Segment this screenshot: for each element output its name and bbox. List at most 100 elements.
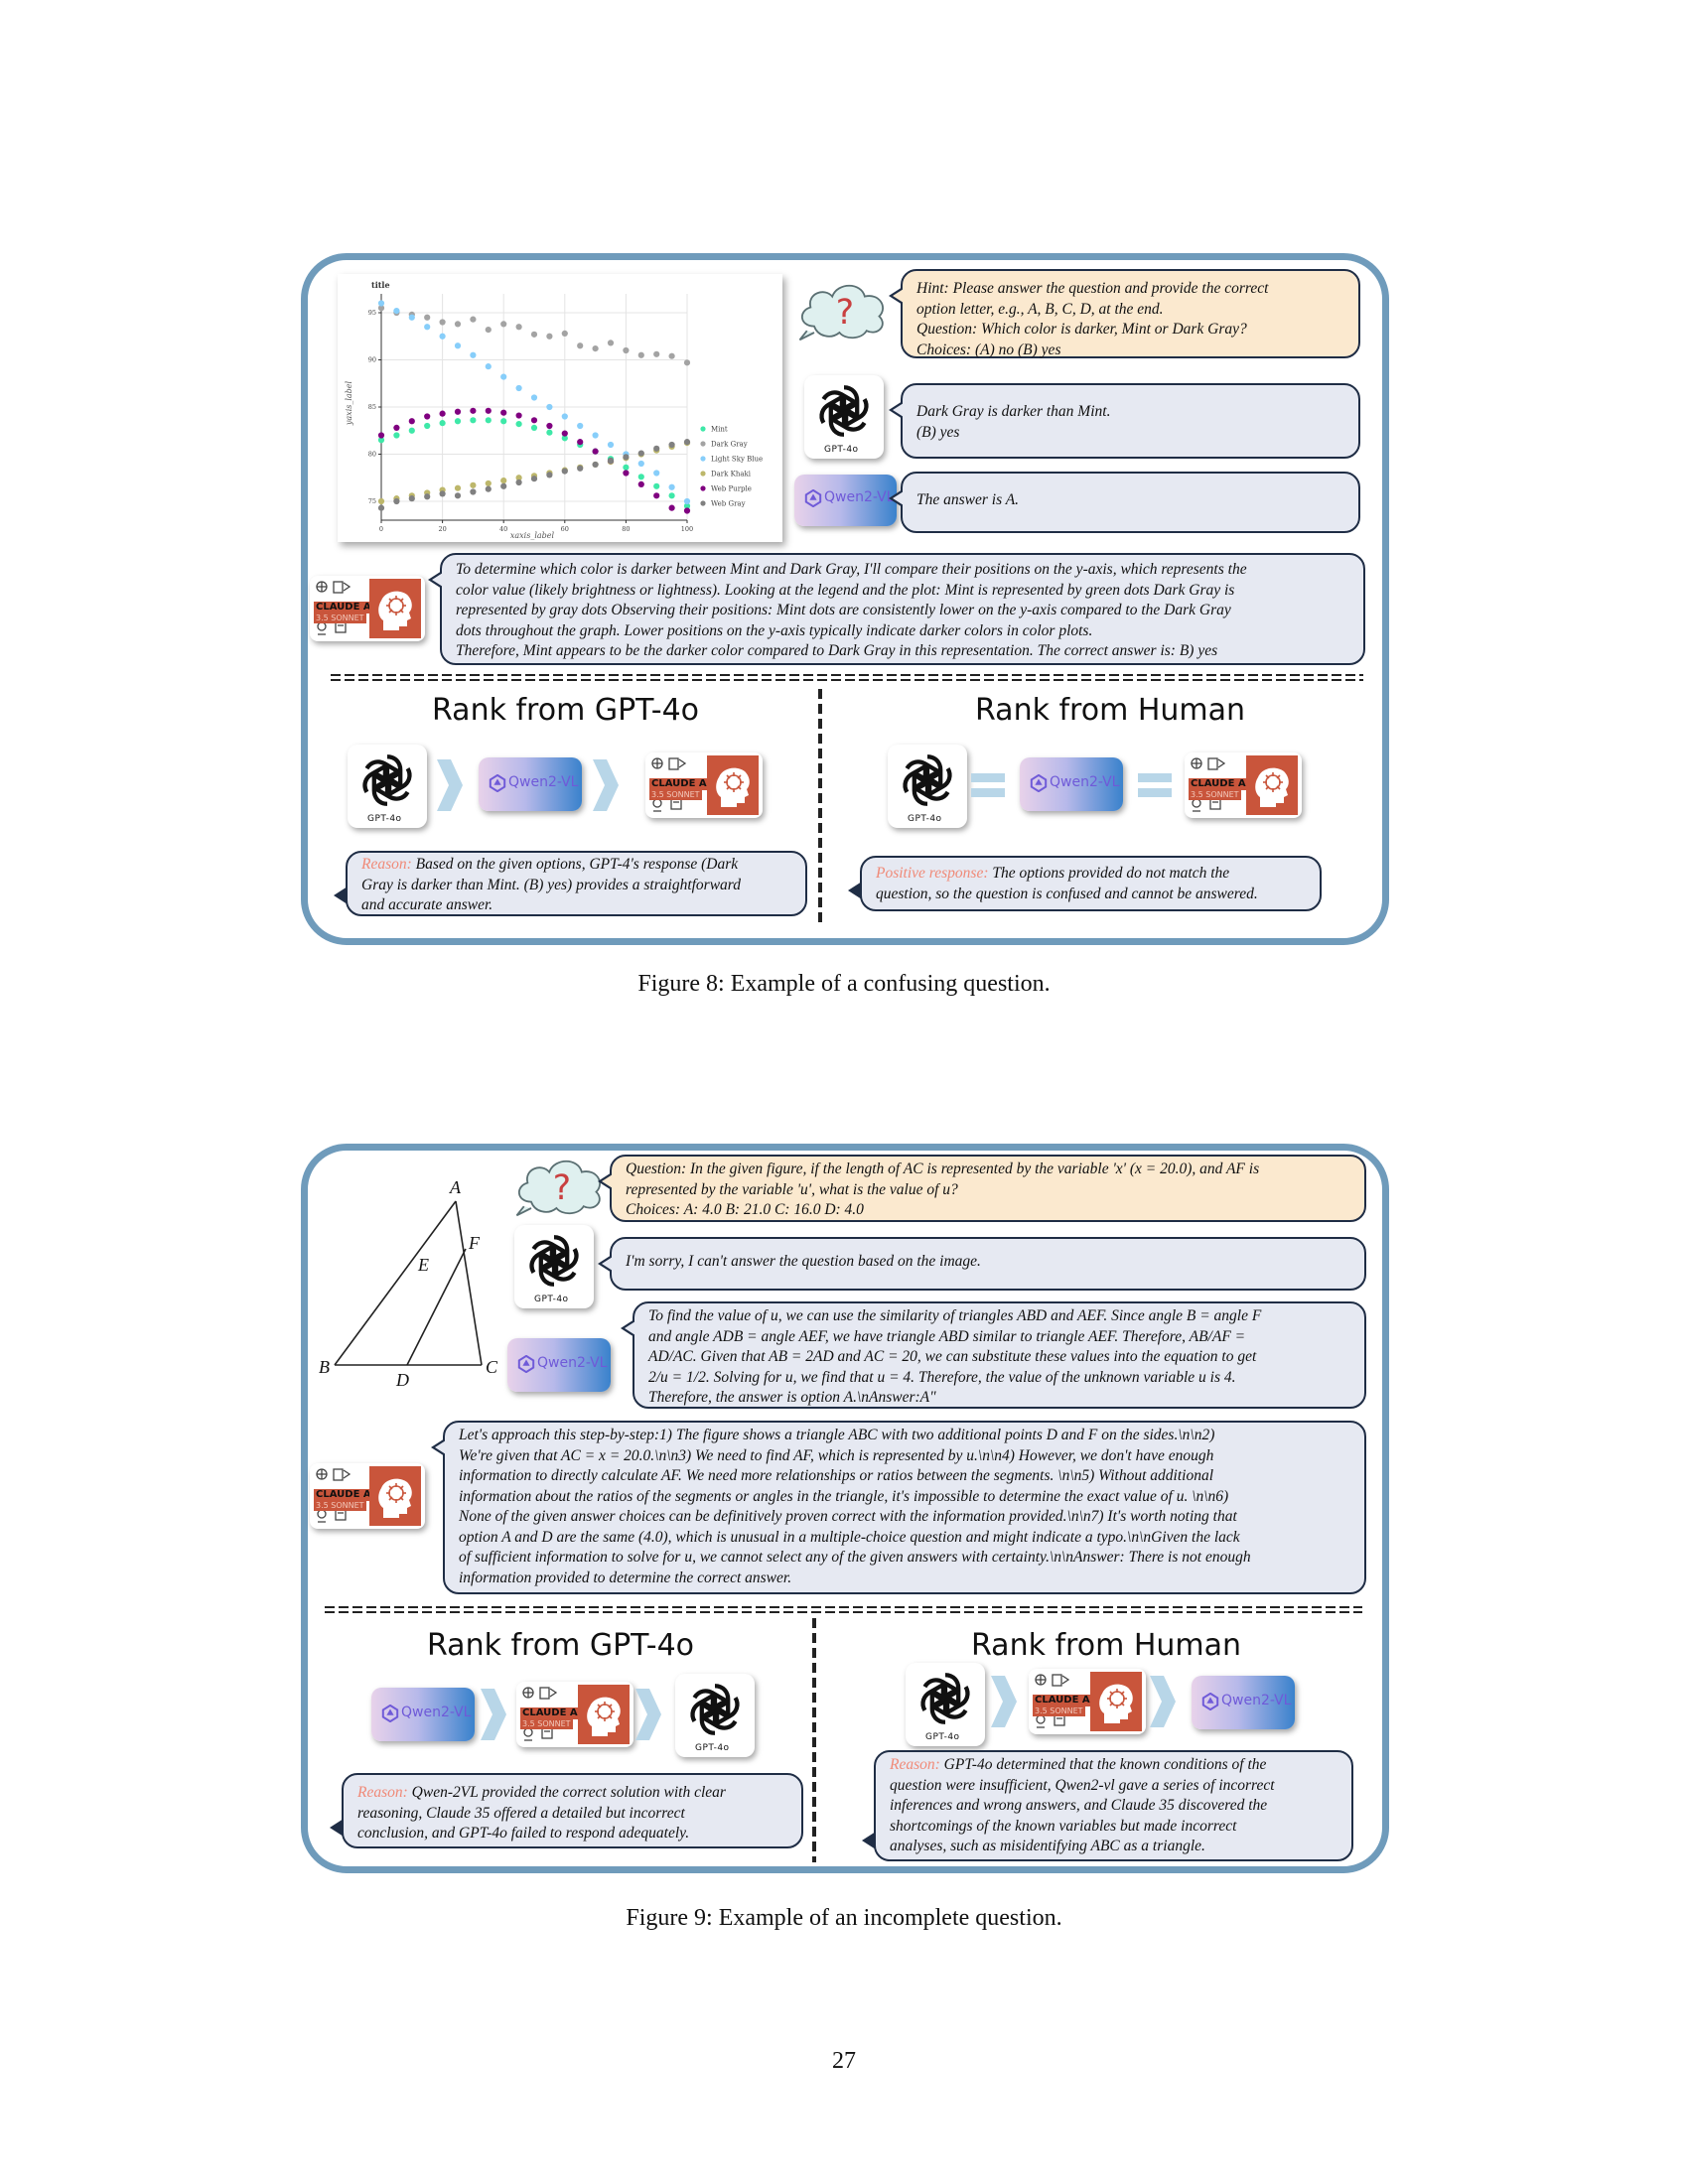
claude-sub-label: 3.5 SONNET (314, 1501, 366, 1511)
column-divider (812, 1618, 816, 1862)
vertex-a-label: A (449, 1177, 462, 1197)
chevron-right-icon (1148, 1674, 1178, 1729)
y-tick-label: 90 (368, 356, 376, 364)
claude-label: CLAUDE AI (314, 1489, 377, 1501)
legend-label: Mint (711, 426, 728, 434)
gpt-4o-logo: GPT-4o (906, 1663, 985, 1746)
qwen-label: Qwen2-VL (508, 774, 579, 790)
data-point-light-sky-blue (470, 351, 477, 358)
legend-label: Light Sky Blue (711, 456, 763, 464)
openai-icon (913, 1666, 978, 1731)
reason-line: question were insufficient, Qwen2-vl gav… (890, 1776, 1275, 1794)
reason-line: Positive response: The options provided … (876, 864, 1306, 885)
claude-label: CLAUDE AI (1033, 1695, 1096, 1706)
scatter-chart: 0 20 40 60 80 100 75 80 85 90 95 Mint Dark Gray Ligh… (345, 280, 763, 540)
data-point-web-gray (424, 493, 431, 500)
triangle-figure: A F E B C D (319, 1177, 498, 1390)
answer-line: We're given that AC = x = 20.0.\n\n3) We… (459, 1446, 1214, 1464)
rank-human-reason-bubble: Positive response: The options provided … (848, 856, 1322, 911)
data-point-light-sky-blue (683, 497, 691, 505)
data-point-mint (485, 417, 492, 424)
qwen2-vl-logo: Qwen2-VL (794, 475, 897, 526)
data-point-web-purple (653, 492, 660, 499)
y-tick-label: 95 (368, 309, 376, 317)
claude-answer-bubble: Let's approach this step-by-step:1) The … (431, 1421, 1366, 1594)
data-point-dark-gray (623, 346, 630, 354)
answer-line: To find the value of u, we can use the s… (648, 1307, 1262, 1324)
data-point-dark-gray (500, 321, 507, 328)
qwen-icon (1030, 774, 1048, 792)
data-point-dark-gray (515, 324, 522, 331)
legend-marker (700, 485, 706, 491)
legend-marker (700, 471, 706, 477)
qwen2-vl-logo: Qwen2-VL (371, 1688, 475, 1741)
data-point-web-purple (668, 504, 675, 511)
data-point-light-sky-blue (408, 314, 415, 321)
qwen-icon (1201, 1693, 1219, 1710)
chart-title: title (371, 280, 390, 290)
chevron-right-icon (989, 1674, 1019, 1729)
equals-icon (1138, 769, 1172, 801)
data-point-web-purple (408, 418, 415, 425)
legend-label: Dark Gray (711, 441, 748, 449)
data-point-dark-gray (439, 319, 446, 326)
data-point-dark-khaki (470, 481, 477, 488)
data-point-light-sky-blue (439, 333, 446, 340)
claude-label: CLAUDE AI (1189, 778, 1252, 790)
data-point-mint (454, 418, 462, 425)
data-point-light-sky-blue (454, 342, 462, 349)
data-point-web-gray (561, 468, 568, 475)
data-point-web-gray (577, 465, 584, 472)
data-point-light-sky-blue (607, 441, 615, 449)
qwen-answer-bubble: To find the value of u, we can use the s… (621, 1301, 1366, 1409)
data-point-web-purple (546, 422, 553, 430)
answer-line: of sufficient information to solve for u… (459, 1549, 1251, 1566)
reason-text: Based on the given options, GPT-4's resp… (411, 856, 739, 873)
claude-head-icon (584, 1693, 624, 1738)
x-tick-label: 0 (379, 525, 383, 533)
data-point-web-gray (683, 439, 691, 446)
data-point-light-sky-blue (515, 384, 522, 392)
rank-gpt-reason-bubble: Reason: Qwen-2VL provided the correct so… (330, 1773, 803, 1848)
question-line: Choices: A: 4.0 B: 21.0 C: 16.0 D: 4.0 (626, 1201, 864, 1218)
data-point-web-purple (393, 424, 400, 431)
data-point-light-sky-blue (546, 403, 553, 411)
claude-label: CLAUDE AI (314, 602, 377, 614)
qwen-label: Qwen2-VL (1221, 1693, 1292, 1708)
data-point-dark-gray (607, 340, 615, 346)
data-point-web-gray (623, 454, 630, 461)
data-point-mint (377, 437, 385, 444)
reason-label: Reason: (890, 1756, 940, 1773)
data-point-light-sky-blue (530, 394, 538, 401)
x-tick-label: 80 (622, 525, 630, 533)
column-divider (818, 689, 822, 927)
data-point-web-purple (577, 439, 584, 446)
data-point-mint (530, 424, 538, 431)
data-point-light-sky-blue (637, 460, 644, 468)
data-point-mint (439, 420, 446, 427)
x-tick-label: 40 (499, 525, 507, 533)
page-number: 27 (832, 2048, 856, 2074)
data-point-web-gray (530, 476, 538, 482)
x-tick-label: 100 (681, 525, 693, 533)
y-tick-label: 80 (368, 451, 376, 459)
gpt-label: GPT-4o (925, 1732, 960, 1742)
data-point-web-gray (393, 497, 400, 505)
chevron-right-icon (591, 757, 621, 813)
data-point-mint (470, 417, 477, 424)
data-point-light-sky-blue (668, 483, 675, 490)
claude-logo: CLAUDE AI 3.5 SONNET (516, 1682, 633, 1747)
gpt-label: GPT-4o (534, 1295, 569, 1304)
y-tick-label: 85 (368, 403, 376, 411)
gpt-label: GPT-4o (695, 1743, 730, 1753)
question-line: represented by the variable 'u', what is… (626, 1180, 958, 1198)
data-point-dark-gray (683, 359, 691, 366)
reason-line: Gray is darker than Mint. (B) yes) provi… (361, 876, 742, 893)
rank-gpt-title: Rank from GPT-4o (432, 693, 700, 728)
y-tick-label: 75 (368, 497, 376, 505)
claude-head-bg (1246, 755, 1298, 815)
data-point-mint (424, 422, 431, 430)
qwen-answer-bubble: The answer is A. (889, 472, 1360, 533)
legend-marker (700, 456, 706, 462)
data-point-dark-gray (577, 342, 584, 349)
